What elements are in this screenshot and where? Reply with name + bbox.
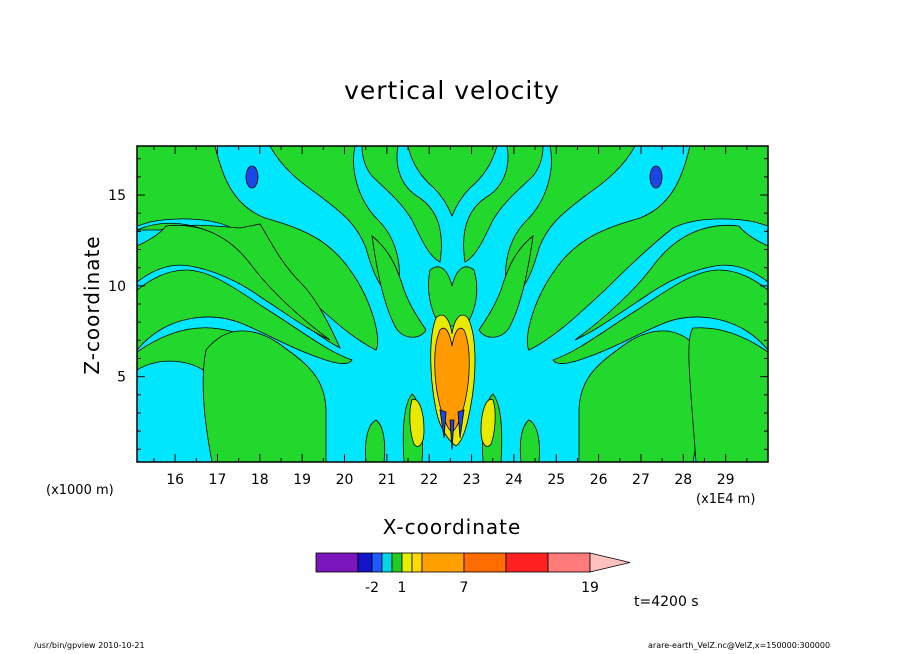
field-region-negative-strong (649, 165, 663, 189)
colorbar-tick-label: 19 (581, 580, 599, 596)
x-tick-label: 27 (632, 472, 650, 488)
x-tick-label: 20 (336, 472, 354, 488)
colorbar-segment (547, 552, 591, 573)
x-tick-label: 19 (293, 472, 311, 488)
colorbar-segment (463, 552, 507, 573)
chart-title: vertical velocity (344, 76, 560, 105)
x-tick-label: 26 (590, 472, 608, 488)
colorbar-segment (411, 552, 423, 573)
footer-left: /usr/bin/gpview 2010-10-21 (34, 641, 145, 650)
x-tick-label: 25 (547, 472, 565, 488)
colorbar-segment (391, 552, 403, 573)
field-region-positive (371, 235, 427, 338)
field-region-positive (526, 146, 768, 351)
x-tick-label: 22 (420, 472, 438, 488)
field-region-positive (463, 146, 544, 263)
contour-field (137, 146, 768, 462)
footer-right: arare-earth_VelZ.nc@VelZ,x=150000:300000 (648, 641, 831, 650)
x-unit-label: (x1000 m) (46, 483, 114, 498)
colorbar-segment (315, 552, 359, 573)
x-scale-label: (x1E4 m) (696, 492, 756, 507)
x-tick-label: 18 (251, 472, 269, 488)
x-tick-label: 24 (505, 472, 523, 488)
colorbar-segment (505, 552, 549, 573)
x-tick-label: 16 (166, 472, 184, 488)
field-region-positive (202, 330, 327, 462)
field-region-positive (519, 419, 540, 462)
field-region-positive (552, 269, 768, 364)
colorbar-segment (381, 552, 393, 573)
x-axis-label: X-coordinate (382, 515, 522, 539)
colorbar: -2 1 7 19 (315, 552, 631, 596)
field-region-positive (688, 327, 768, 462)
x-tick-label: 29 (717, 472, 735, 488)
field-region-positive (365, 419, 386, 462)
y-axis-label: Z-coordinate (80, 235, 104, 375)
field-region-positive (137, 224, 331, 341)
colorbar-segment (357, 552, 373, 573)
x-tick-label: 28 (674, 472, 692, 488)
colorbar-tick-label: -2 (365, 580, 379, 596)
field-region-negative-strong (245, 165, 259, 189)
x-tick-label: 17 (209, 472, 227, 488)
x-tick-label: 23 (463, 472, 481, 488)
colorbar-tick-label: 1 (398, 580, 407, 596)
colorbar-arrow (589, 552, 631, 573)
field-region-positive (137, 269, 353, 364)
y-tick-label: 15 (108, 188, 126, 204)
x-axis: 16 17 18 19 20 21 22 23 24 25 26 27 28 29 (153, 146, 748, 488)
field-region-positive (574, 224, 768, 341)
time-label: t=4200 s (634, 594, 699, 610)
field-region-positive (407, 146, 498, 218)
field-region-negative-strong (449, 419, 455, 451)
field-region-negative-strong (457, 409, 465, 439)
colorbar-tick-label: 7 (460, 580, 469, 596)
field-region-positive-mid (480, 398, 496, 447)
y-tick-label: 10 (108, 279, 126, 295)
colorbar-segment (421, 552, 465, 573)
field-region-negative-strong (439, 409, 447, 439)
field-region-positive-mid (409, 398, 425, 447)
field-region-positive-strong (434, 327, 470, 433)
field-region-positive (361, 146, 442, 263)
colorbar-segment (401, 552, 413, 573)
colorbar-segment (371, 552, 383, 573)
field-region-positive (478, 235, 534, 338)
y-tick-label: 5 (117, 370, 126, 386)
field-region-positive (428, 266, 478, 327)
x-tick-label: 21 (378, 472, 396, 488)
y-axis: 5 10 15 (108, 158, 768, 450)
